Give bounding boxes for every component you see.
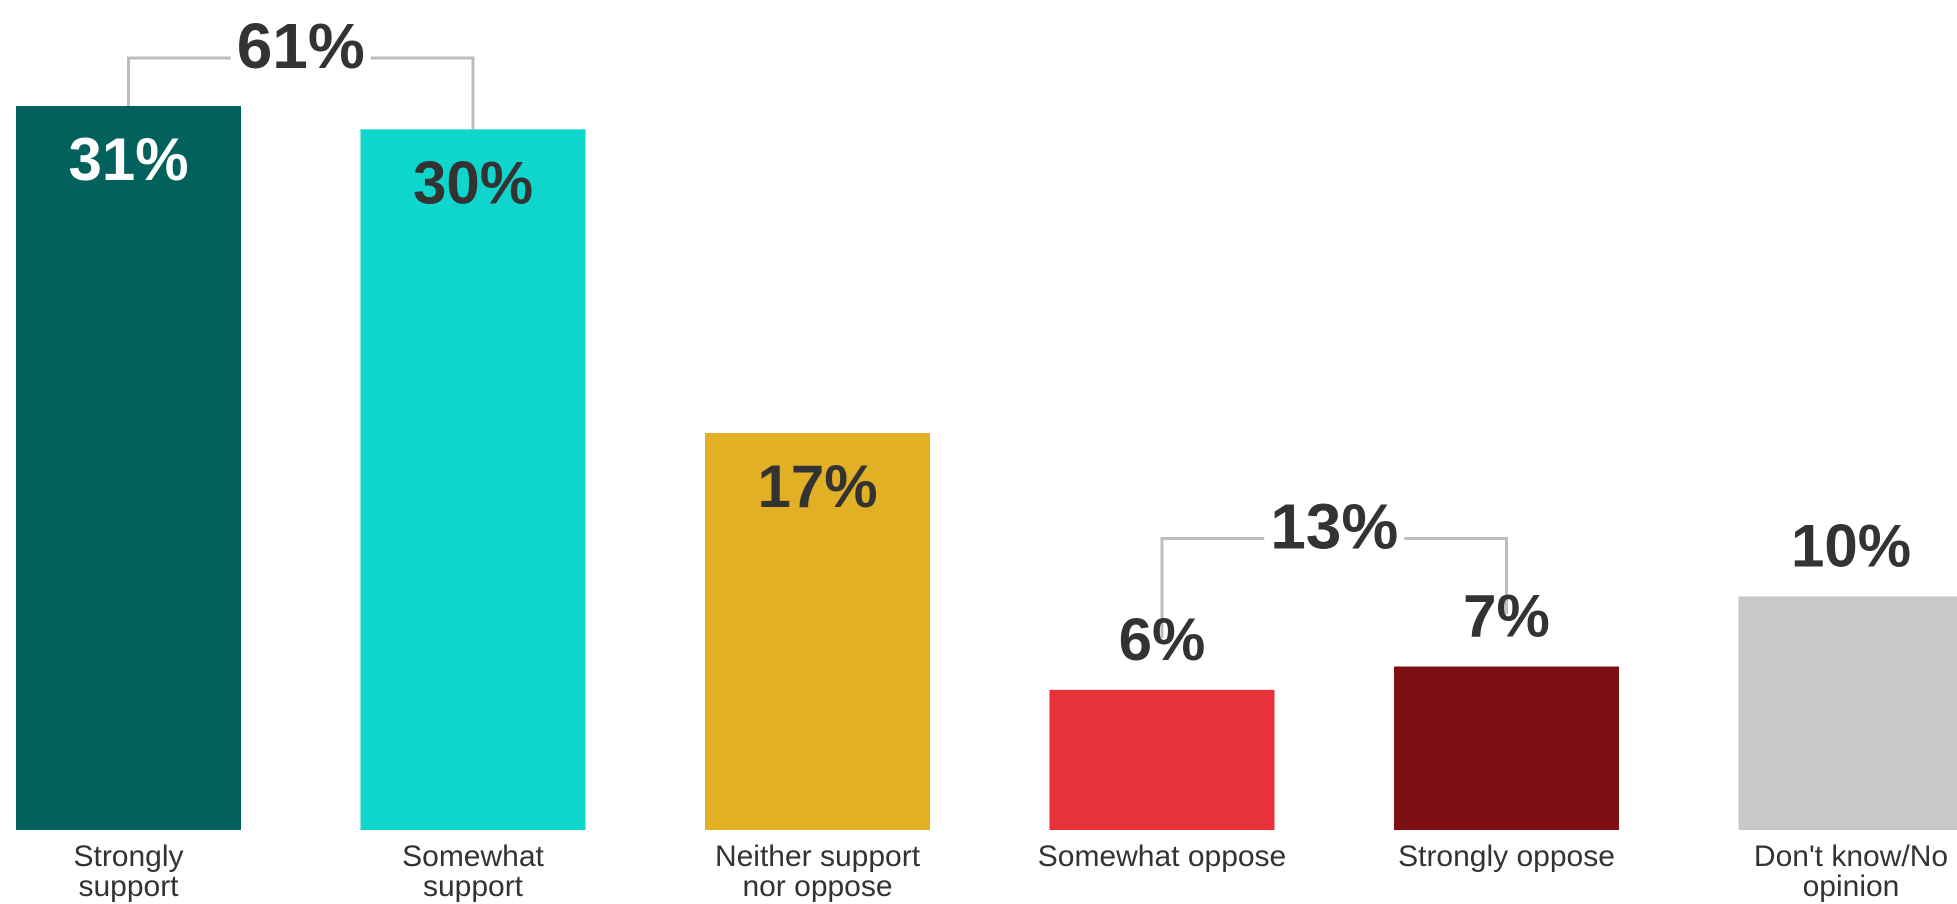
category-label-line: Somewhat oppose (1038, 840, 1287, 873)
value-label-strongly-support: 31% (68, 126, 188, 193)
value-labels-group: 31% 30% 17% 6% 7% 10% (68, 126, 1911, 673)
group-brackets: 61% 13% (127, 6, 1508, 638)
category-label-line: Neither support (715, 840, 921, 873)
value-label-don-t-know-no-opinion: 10% (1791, 512, 1911, 579)
category-label-line: Strongly oppose (1398, 840, 1615, 873)
bar-somewhat-oppose (1049, 689, 1275, 830)
value-label-strongly-oppose: 7% (1463, 583, 1550, 650)
category-label-line: opinion (1803, 870, 1900, 903)
category-label-line: Strongly (73, 840, 183, 873)
category-label-don-t-know-no-opinion: Don't know/No opinion (1754, 840, 1948, 903)
category-label-line: Don't know/No (1754, 840, 1948, 873)
bar-strongly-oppose (1394, 666, 1619, 830)
category-label-neither-support-nor-oppose: Neither support nor oppose (715, 840, 921, 903)
category-label-line: Somewhat (402, 840, 544, 873)
category-label-line: nor oppose (742, 870, 892, 903)
bracket-label-bg (1264, 486, 1405, 545)
category-label-somewhat-support: Somewhat support (402, 840, 544, 903)
bar-don-t-know-no-opinion (1738, 596, 1957, 830)
category-label-somewhat-oppose: Somewhat oppose (1038, 840, 1287, 873)
value-label-somewhat-oppose: 6% (1119, 606, 1206, 673)
bar-neither-support-nor-oppose (705, 432, 930, 830)
category-label-line: support (78, 870, 179, 903)
category-label-strongly-oppose: Strongly oppose (1398, 840, 1615, 873)
bars-group (16, 106, 1957, 830)
bar-strongly-support (16, 106, 241, 830)
value-label-somewhat-support: 30% (413, 149, 533, 216)
bracket-total-label-1: 13% (1270, 491, 1398, 563)
category-label-line: support (423, 870, 524, 903)
bracket-total-label-0: 61% (237, 10, 365, 82)
value-label-neither-support-nor-oppose: 17% (757, 453, 877, 520)
bar-somewhat-support (360, 129, 586, 830)
bracket-label-bg (230, 6, 371, 64)
category-label-strongly-support: Strongly support (73, 840, 183, 903)
